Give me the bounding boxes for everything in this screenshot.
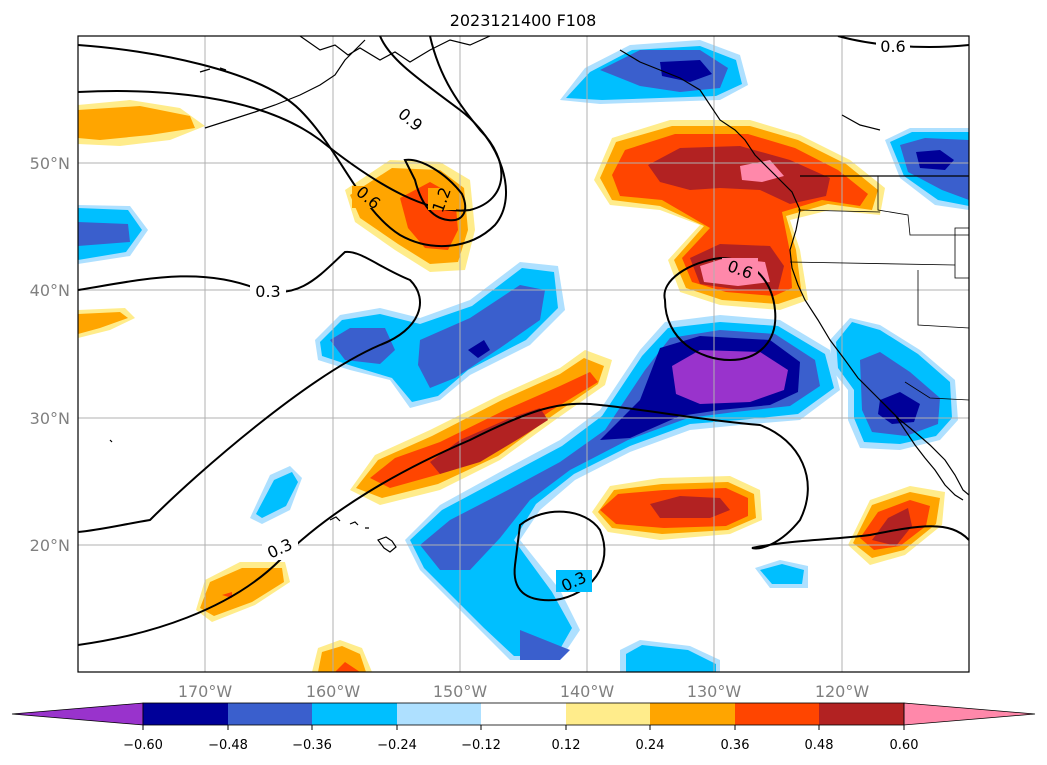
anomaly-region-west-52n xyxy=(78,100,205,146)
anomaly-region-117w-32n xyxy=(830,318,958,450)
colorbar: −0.60 −0.48 −0.36 −0.24 −0.12 0.12 0.24 … xyxy=(11,702,1036,753)
contour-1.2 xyxy=(403,158,467,222)
colorbar-tick-neg024: −0.24 xyxy=(377,738,417,753)
anomaly-region-159w-11n xyxy=(312,640,372,672)
colorbar-bin-neg060 xyxy=(143,703,228,725)
colorbar-extend-max xyxy=(903,702,1036,726)
colorbar-tick-neg060: −0.60 xyxy=(123,738,163,753)
anomaly-region-115w-50n xyxy=(885,128,969,210)
lon-label-150w: 150°W xyxy=(433,682,488,701)
colorbar-extend-min xyxy=(11,702,144,726)
anomaly-region-127w-46n xyxy=(594,120,885,310)
latitude-labels: 50°N 40°N 30°N 20°N xyxy=(30,154,70,555)
contour-0.3-west xyxy=(78,250,421,533)
lat-label-50n: 50°N xyxy=(30,154,70,173)
lon-label-120w: 120°W xyxy=(815,682,870,701)
lon-label-170w: 170°W xyxy=(178,682,233,701)
colorbar-tick-neg012: −0.12 xyxy=(461,738,501,753)
colorbar-bin-neg048 xyxy=(228,703,312,725)
anomaly-region-west-45n xyxy=(78,205,148,264)
aleutian-islands xyxy=(204,39,366,129)
anomaly-region-135w-58n xyxy=(560,40,748,104)
colorbar-bin-zero xyxy=(481,703,566,725)
longitude-labels: 170°W 160°W 150°W 140°W 130°W 120°W xyxy=(178,682,870,701)
lat-label-20n: 20°N xyxy=(30,536,70,555)
map-title: 2023121400 F108 xyxy=(450,11,597,30)
colorbar-bin-pos012 xyxy=(566,703,650,725)
colorbar-tick-neg036: −0.36 xyxy=(292,738,332,753)
anomaly-region-133w-11n xyxy=(620,640,720,672)
us-state-lines xyxy=(877,176,969,236)
hawaii-islands xyxy=(329,516,397,553)
anomaly-region-127w-17n xyxy=(755,560,808,588)
anomaly-region-167w-15n xyxy=(196,562,290,622)
colorbar-tick-pos048: 0.48 xyxy=(805,738,834,753)
coastlines xyxy=(109,36,969,553)
colorbar-bin-neg024 xyxy=(397,703,481,725)
anomaly-region-165w-23n xyxy=(250,466,302,524)
colorbar-tick-pos024: 0.24 xyxy=(636,738,665,753)
se-alaska-coast xyxy=(619,49,969,496)
contour-0.6-west xyxy=(78,36,508,248)
colorbar-tick-pos036: 0.36 xyxy=(721,738,750,753)
map-frame xyxy=(77,35,970,673)
map-panel: 0.9 1.2 0.6 0.3 0.6 0.3 0.3 0.6 xyxy=(78,36,969,672)
contour-label-0.3-west: 0.3 xyxy=(255,282,280,301)
colorbar-tick-pos012: 0.12 xyxy=(552,738,581,753)
lat-label-40n: 40°N xyxy=(30,281,70,300)
colorbar-bin-pos024 xyxy=(650,703,735,725)
colorbar-tick-pos060: 0.60 xyxy=(890,738,919,753)
lon-label-140w: 140°W xyxy=(560,682,615,701)
contour-0.6-east xyxy=(663,256,777,362)
anomaly-region-150w-36n xyxy=(315,262,565,408)
lon-label-160w: 160°W xyxy=(306,682,361,701)
contour-label-0.6-ne: 0.6 xyxy=(880,37,905,56)
lat-label-30n: 30°N xyxy=(30,409,70,428)
anomaly-region-west-38n xyxy=(78,308,135,338)
anomaly-fill-layer xyxy=(78,40,969,672)
colorbar-tick-neg048: −0.48 xyxy=(208,738,248,753)
graticule xyxy=(78,36,969,672)
contour-0.3-island xyxy=(513,510,606,602)
colorbar-bin-neg036 xyxy=(312,703,397,725)
contour-labels: 0.9 1.2 0.6 0.3 0.6 0.3 0.3 0.6 xyxy=(250,36,910,596)
baja-coast xyxy=(879,399,964,501)
lon-label-130w: 130°W xyxy=(687,682,742,701)
colorbar-bin-pos036 xyxy=(735,703,819,725)
colorbar-bin-pos048 xyxy=(819,703,904,725)
anomaly-region-133w-22n xyxy=(592,476,762,540)
